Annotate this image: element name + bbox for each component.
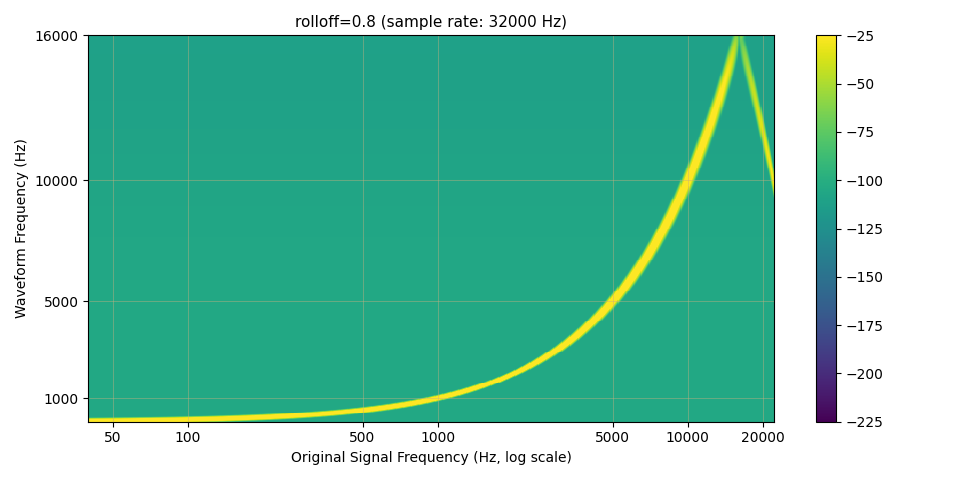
X-axis label: Original Signal Frequency (Hz, log scale): Original Signal Frequency (Hz, log scale…: [291, 451, 571, 465]
Y-axis label: Waveform Frequency (Hz): Waveform Frequency (Hz): [15, 139, 29, 318]
Title: rolloff=0.8 (sample rate: 32000 Hz): rolloff=0.8 (sample rate: 32000 Hz): [295, 15, 567, 30]
